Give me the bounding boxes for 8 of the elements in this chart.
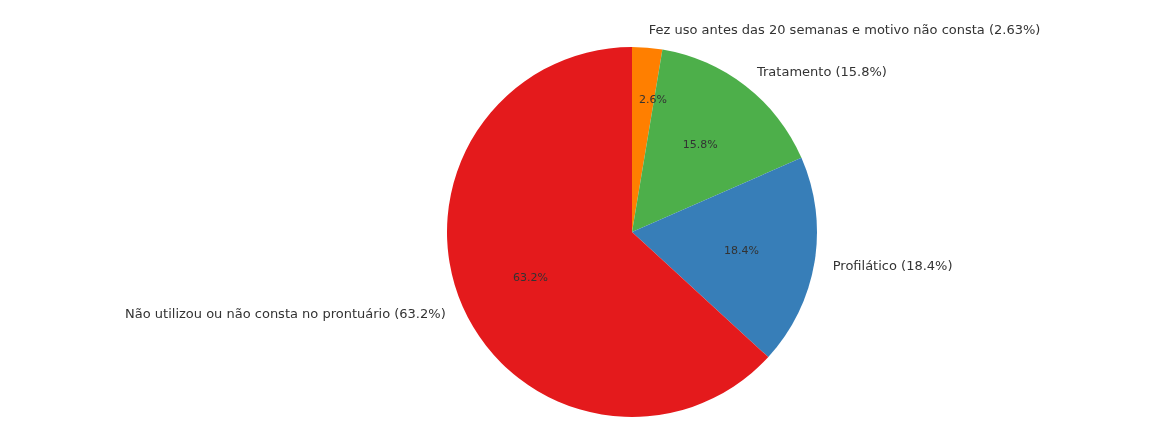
data-label: 63.2% [512,270,548,284]
slice-label: Tratamento (15.8%) [756,63,887,79]
slice-label: Não utilizou ou não consta no prontuário (63.2%) [125,306,446,322]
data-label: 15.8% [682,138,718,152]
slice-label: Fez uso antes das 20 semanas e motivo não consta (2.63%) [648,21,1041,37]
data-label: 18.4% [724,244,759,258]
slice-label: Profilático (18.4%) [832,257,953,273]
pie-slice [632,157,817,358]
